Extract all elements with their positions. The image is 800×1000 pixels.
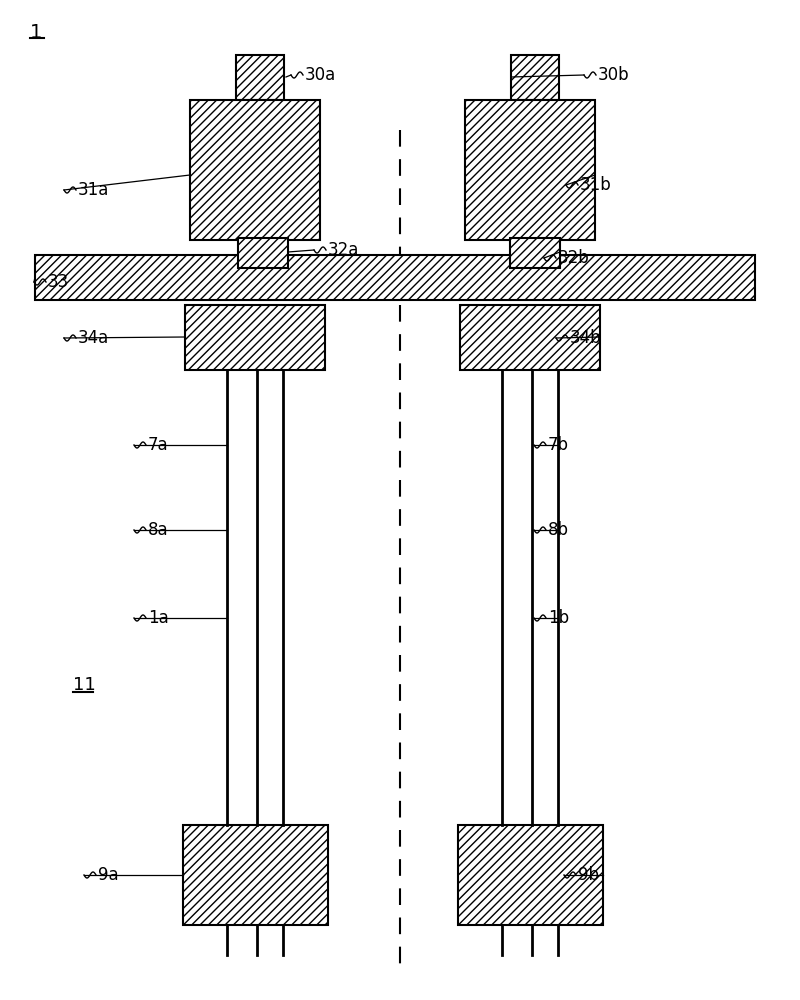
Bar [510,238,560,268]
Text: 9b: 9b [578,866,599,884]
Text: 8a: 8a [148,521,169,539]
Text: 34b: 34b [570,329,602,347]
Text: 32b: 32b [558,249,590,267]
Bar [185,305,325,370]
Text: 7a: 7a [148,436,169,454]
Text: 30b: 30b [598,66,630,84]
Text: 7b: 7b [548,436,569,454]
Text: 30a: 30a [305,66,336,84]
Bar [35,255,755,300]
Text: 34a: 34a [78,329,110,347]
Text: 1: 1 [30,22,42,41]
Bar [190,100,320,240]
Text: 9a: 9a [98,866,118,884]
Bar [465,100,595,240]
Bar [460,305,600,370]
Bar [236,55,284,100]
Text: 8b: 8b [548,521,569,539]
Bar [238,238,288,268]
Bar [183,825,328,925]
Text: 1b: 1b [548,609,569,627]
Text: 33: 33 [48,273,70,291]
Text: 11: 11 [73,676,96,694]
Text: 31a: 31a [78,181,110,199]
Text: 32a: 32a [328,241,359,259]
Bar [458,825,603,925]
Text: 31b: 31b [580,176,612,194]
Bar [511,55,559,100]
Text: 1a: 1a [148,609,169,627]
